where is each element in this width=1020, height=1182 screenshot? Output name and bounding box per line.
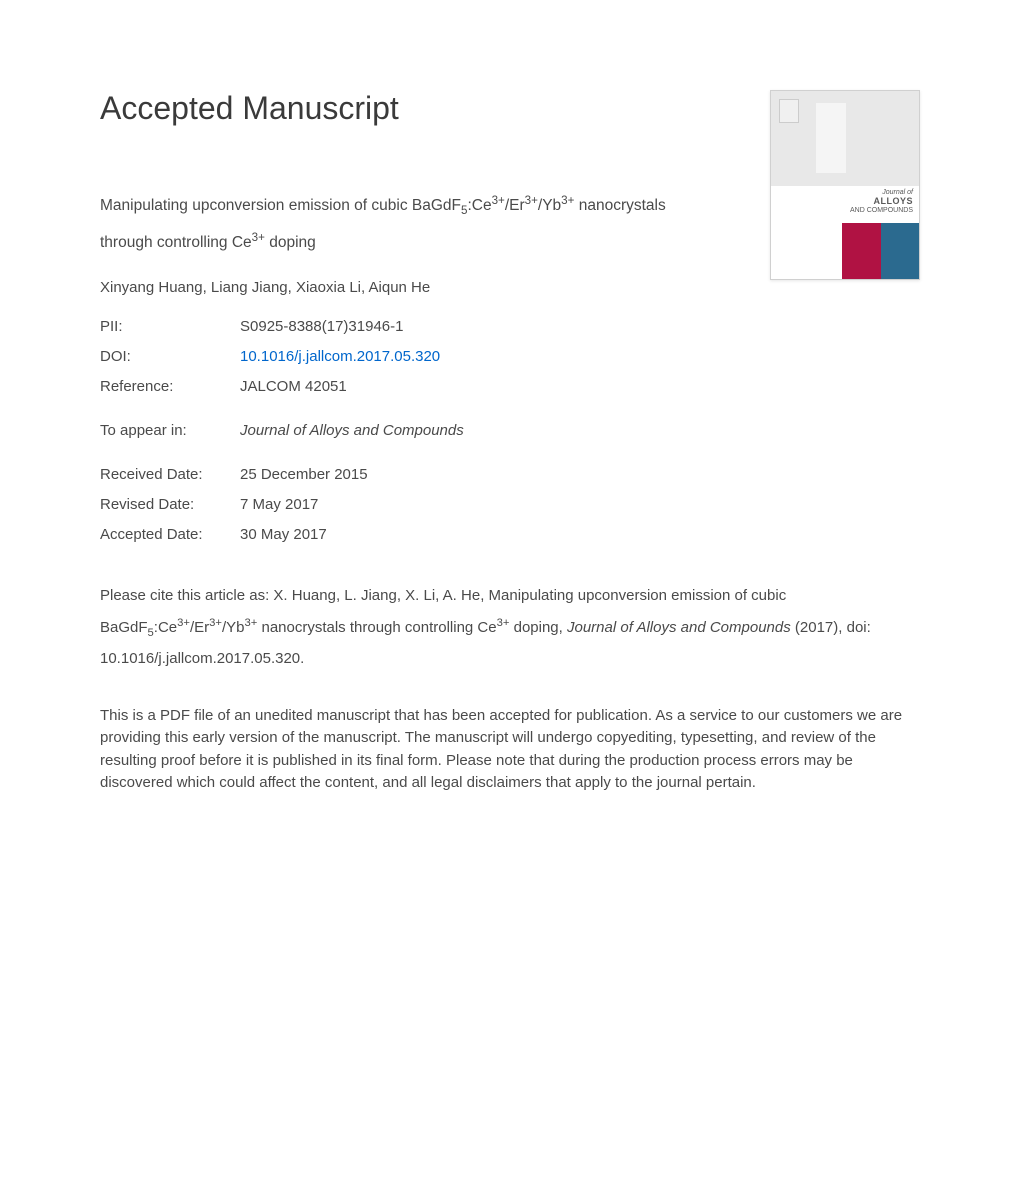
meta-label-accepted: Accepted Date: bbox=[100, 520, 240, 550]
meta-row-doi: DOI: 10.1016/j.jallcom.2017.05.320 bbox=[100, 342, 920, 372]
cover-top-graphic bbox=[771, 91, 919, 186]
meta-table: PII: S0925-8388(17)31946-1 DOI: 10.1016/… bbox=[100, 312, 920, 550]
article-title: Manipulating upconversion emission of cu… bbox=[100, 187, 720, 261]
meta-row-received: Received Date: 25 December 2015 bbox=[100, 460, 920, 490]
meta-label-reference: Reference: bbox=[100, 372, 240, 402]
meta-value-accepted: 30 May 2017 bbox=[240, 520, 327, 550]
meta-row-accepted: Accepted Date: 30 May 2017 bbox=[100, 520, 920, 550]
meta-value-doi: 10.1016/j.jallcom.2017.05.320 bbox=[240, 342, 440, 372]
cover-journal-title: Journal of ALLOYS AND COMPOUNDS bbox=[850, 189, 913, 214]
meta-value-reference: JALCOM 42051 bbox=[240, 372, 347, 402]
meta-row-reference: Reference: JALCOM 42051 bbox=[100, 372, 920, 402]
cover-bottom-blocks bbox=[771, 223, 919, 279]
meta-label-doi: DOI: bbox=[100, 342, 240, 372]
meta-value-received: 25 December 2015 bbox=[240, 460, 368, 490]
disclaimer-text: This is a PDF file of an unedited manusc… bbox=[100, 705, 920, 795]
authors: Xinyang Huang, Liang Jiang, Xiaoxia Li, … bbox=[100, 279, 920, 296]
meta-value-pii: S0925-8388(17)31946-1 bbox=[240, 312, 403, 342]
meta-row-appear: To appear in: Journal of Alloys and Comp… bbox=[100, 416, 920, 446]
meta-label-revised: Revised Date: bbox=[100, 490, 240, 520]
cover-title-line2: AND COMPOUNDS bbox=[850, 207, 913, 215]
citation-text: Please cite this article as: X. Huang, L… bbox=[100, 580, 920, 675]
meta-row-revised: Revised Date: 7 May 2017 bbox=[100, 490, 920, 520]
doi-link[interactable]: 10.1016/j.jallcom.2017.05.320 bbox=[240, 348, 440, 365]
meta-value-appear: Journal of Alloys and Compounds bbox=[240, 416, 464, 446]
meta-value-revised: 7 May 2017 bbox=[240, 490, 318, 520]
meta-label-pii: PII: bbox=[100, 312, 240, 342]
meta-row-pii: PII: S0925-8388(17)31946-1 bbox=[100, 312, 920, 342]
journal-cover-thumbnail: Journal of ALLOYS AND COMPOUNDS bbox=[770, 90, 920, 280]
meta-label-received: Received Date: bbox=[100, 460, 240, 490]
cover-title-line1: ALLOYS bbox=[850, 197, 913, 207]
meta-label-appear: To appear in: bbox=[100, 416, 240, 446]
